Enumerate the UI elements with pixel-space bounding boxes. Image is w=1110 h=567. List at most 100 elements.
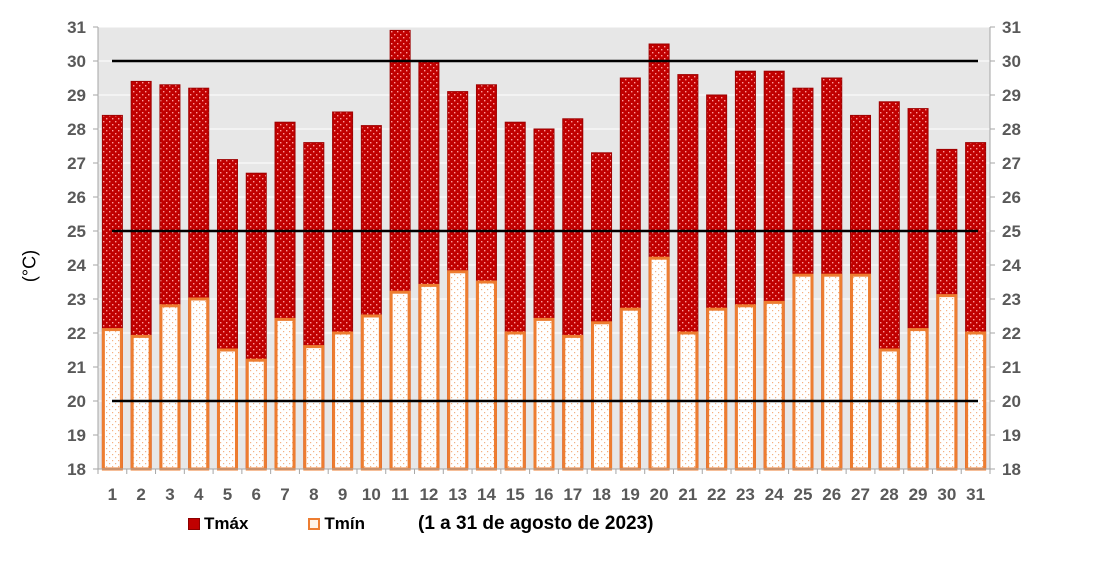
x-tick-label-15: 15 [506,485,525,504]
x-tick-label-14: 14 [477,485,496,504]
bar-tmin-day-27 [850,273,872,471]
x-tick-label-17: 17 [563,485,582,504]
bar-tmin-day-28 [878,348,900,471]
x-tick-label-19: 19 [621,485,640,504]
x-tick-label-7: 7 [280,485,289,504]
y-tick-label-right: 18 [1002,460,1021,479]
x-tick-label-2: 2 [136,485,145,504]
y-tick-label-left: 28 [67,120,86,139]
x-tick-label-6: 6 [252,485,261,504]
x-tick-label-31: 31 [966,485,985,504]
y-tick-label-left: 24 [67,256,86,275]
y-tick-label-left: 22 [67,324,86,343]
bar-tmin-day-12 [418,283,440,471]
bar-tmin-day-13 [447,270,469,471]
axes [93,26,995,474]
y-tick-label-right: 24 [1002,256,1021,275]
y-tick-label-right: 25 [1002,222,1021,241]
x-tick-label-21: 21 [678,485,697,504]
x-tick-label-23: 23 [736,485,755,504]
legend-swatch-tmin [308,518,321,530]
y-tick-label-right: 21 [1002,358,1021,377]
series-tmin [101,256,987,471]
bar-tmin-day-24 [763,300,785,471]
y-axis-left-ticks: 18 19 20 21 22 23 24 25 26 27 28 29 30 31 [67,18,86,479]
bar-tmin-day-23 [734,304,756,471]
x-tick-label-28: 28 [880,485,899,504]
bar-tmin-day-3 [159,304,181,471]
x-tick-label-9: 9 [338,485,347,504]
x-tick-label-11: 11 [391,485,409,504]
legend-item-tmin: Tmín [308,514,365,534]
bar-tmin-day-18 [591,321,613,471]
bar-tmin-day-26 [821,273,843,471]
legend-item-tmax: Tmáx [188,514,248,534]
y-tick-label-left: 18 [67,460,86,479]
reference-lines [112,59,978,403]
y-tick-label-right: 31 [1002,18,1021,37]
bar-tmin-day-17 [562,334,584,471]
y-tick-label-left: 26 [67,188,86,207]
x-tick-label-25: 25 [794,485,813,504]
x-tick-label-3: 3 [165,485,174,504]
y-tick-label-left: 25 [67,222,86,241]
y-tick-label-right: 27 [1002,154,1021,173]
bar-tmin-day-22 [706,307,728,471]
x-tick-label-4: 4 [194,485,204,504]
x-tick-label-20: 20 [650,485,669,504]
x-tick-label-16: 16 [535,485,554,504]
y-tick-label-right: 28 [1002,120,1021,139]
y-tick-label-right: 30 [1002,52,1021,71]
bar-tmin-day-1 [101,328,123,471]
legend-label-tmin: Tmín [324,514,366,533]
bar-tmin-day-25 [792,273,814,471]
bar-tmin-day-7 [274,317,296,471]
y-tick-label-left: 21 [67,358,86,377]
y-tick-label-left: 30 [67,52,86,71]
x-tick-label-18: 18 [592,485,611,504]
bar-tmin-day-16 [533,317,555,471]
y-axis-right-ticks: 18 19 20 21 22 23 24 25 26 27 28 29 30 31 [1002,18,1021,479]
y-tick-label-right: 23 [1002,290,1021,309]
y-axis-label: (°C) [19,249,40,283]
x-tick-label-24: 24 [765,485,784,504]
y-tick-label-left: 29 [67,86,86,105]
bar-tmin-day-30 [936,294,958,471]
bar-tmin-day-29 [907,328,929,471]
x-tick-label-10: 10 [362,485,381,504]
bar-tmin-day-5 [216,348,238,471]
y-tick-label-right: 22 [1002,324,1021,343]
y-tick-label-left: 23 [67,290,86,309]
chart-caption: (1 a 31 de agosto de 2023) [418,513,654,534]
bar-tmin-day-2 [130,334,152,471]
bar-tmin-day-10 [360,314,382,471]
x-tick-label-29: 29 [909,485,928,504]
legend-label-tmax: Tmáx [204,514,249,533]
x-tick-label-26: 26 [822,485,841,504]
x-tick-label-27: 27 [851,485,870,504]
bar-tmin-day-6 [245,358,267,471]
bar-tmin-day-8 [303,345,325,471]
x-tick-label-8: 8 [309,485,318,504]
y-tick-label-right: 20 [1002,392,1021,411]
y-tick-label-left: 31 [67,18,86,37]
y-tick-label-left: 20 [67,392,86,411]
bar-tmin-day-11 [389,290,411,471]
x-tick-label-30: 30 [937,485,956,504]
y-tick-label-right: 19 [1002,426,1021,445]
x-tick-label-22: 22 [707,485,726,504]
legend-swatch-tmax [188,518,200,530]
y-tick-label-right: 29 [1002,86,1021,105]
y-tick-label-right: 26 [1002,188,1021,207]
legend: Tmáx Tmín [188,514,365,534]
y-tick-label-left: 27 [67,154,86,173]
bar-tmin-day-4 [188,297,210,471]
y-tick-label-left: 19 [67,426,86,445]
x-tick-label-12: 12 [419,485,438,504]
bar-tmin-day-19 [619,307,641,471]
x-tick-label-1: 1 [108,485,117,504]
bar-tmin-day-20 [648,256,670,471]
bar-tmin-day-14 [475,280,497,471]
x-tick-label-13: 13 [448,485,467,504]
